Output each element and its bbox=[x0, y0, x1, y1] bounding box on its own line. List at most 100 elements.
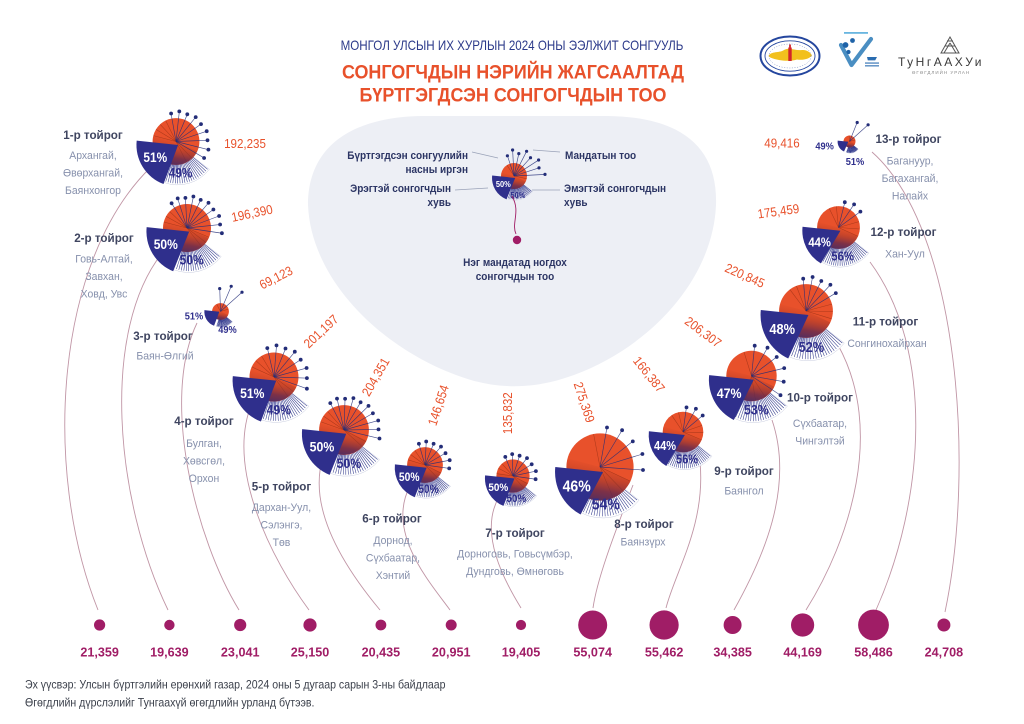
svg-text:20,435: 20,435 bbox=[362, 644, 401, 659]
svg-text:6-р тойрог: 6-р тойрог bbox=[362, 511, 422, 525]
svg-text:Сүхбаатар,: Сүхбаатар, bbox=[793, 418, 847, 430]
svg-text:насны иргэн: насны иргэн bbox=[406, 163, 468, 176]
svg-text:ТуНгААХУи: ТуНгААХУи bbox=[898, 55, 984, 69]
svg-text:55,462: 55,462 bbox=[645, 644, 684, 659]
svg-text:Өгөгдлийн дүрслэлийг Тунгаахүй: Өгөгдлийн дүрслэлийг Тунгаахүй өгөгдлийн… bbox=[25, 697, 314, 710]
svg-text:51%: 51% bbox=[846, 157, 865, 169]
svg-text:Баянзүрх: Баянзүрх bbox=[620, 536, 666, 548]
svg-text:175,459: 175,459 bbox=[757, 201, 801, 221]
svg-text:7-р тойрог: 7-р тойрог bbox=[485, 526, 545, 540]
svg-text:Төв: Төв bbox=[273, 537, 291, 549]
svg-text:51%: 51% bbox=[143, 149, 167, 165]
svg-text:Баянхонгор: Баянхонгор bbox=[65, 185, 121, 197]
svg-text:21,359: 21,359 bbox=[80, 644, 119, 659]
svg-text:50%: 50% bbox=[399, 472, 420, 485]
svg-text:49%: 49% bbox=[218, 325, 237, 337]
svg-text:25,150: 25,150 bbox=[291, 644, 330, 659]
svg-text:50%: 50% bbox=[510, 190, 525, 200]
svg-text:Сэлэнгэ,: Сэлэнгэ, bbox=[261, 519, 303, 531]
svg-text:24,708: 24,708 bbox=[925, 644, 964, 659]
svg-text:50%: 50% bbox=[418, 483, 439, 496]
svg-text:23,041: 23,041 bbox=[221, 644, 260, 659]
svg-text:49%: 49% bbox=[267, 402, 292, 418]
svg-text:Ховд, Увс: Ховд, Увс bbox=[81, 288, 128, 300]
svg-text:Сүхбаатар,: Сүхбаатар, bbox=[366, 552, 420, 564]
svg-text:Нэг мандатад ногдох: Нэг мандатад ногдох bbox=[463, 256, 567, 269]
svg-text:10-р тойрог: 10-р тойрог bbox=[787, 390, 853, 404]
svg-text:46%: 46% bbox=[563, 478, 591, 496]
svg-text:3-р тойрог: 3-р тойрог bbox=[133, 329, 193, 343]
svg-text:55,074: 55,074 bbox=[573, 644, 612, 659]
svg-text:Дундговь, Өмнөговь: Дундговь, Өмнөговь bbox=[466, 566, 564, 578]
svg-text:48%: 48% bbox=[769, 321, 795, 337]
svg-text:сонгогчдын тоо: сонгогчдын тоо bbox=[476, 270, 555, 283]
svg-text:Баян-Өлгий: Баян-Өлгий bbox=[136, 350, 193, 362]
svg-text:СОНГОГЧДЫН НЭРИЙН ЖАГСААЛТАД: СОНГОГЧДЫН НЭРИЙН ЖАГСААЛТАД bbox=[342, 61, 684, 83]
svg-text:44,169: 44,169 bbox=[783, 644, 822, 659]
svg-text:135,832: 135,832 bbox=[500, 392, 515, 434]
svg-text:БҮРТГЭГДСЭН СОНГОГЧДЫН ТОО: БҮРТГЭГДСЭН СОНГОГЧДЫН ТОО bbox=[360, 84, 667, 106]
svg-text:19,405: 19,405 bbox=[502, 644, 541, 659]
svg-text:44%: 44% bbox=[654, 439, 677, 453]
svg-text:34,385: 34,385 bbox=[713, 644, 752, 659]
svg-text:Говь-Алтай,: Говь-Алтай, bbox=[75, 253, 133, 265]
svg-text:2-р тойрог: 2-р тойрог bbox=[74, 231, 134, 245]
svg-text:ӨГӨГДЛИЙН УРЛАН: ӨГӨГДЛИЙН УРЛАН bbox=[912, 68, 970, 75]
svg-text:Дорнод,: Дорнод, bbox=[373, 535, 412, 547]
svg-text:Дорноговь, Говьсүмбэр,: Дорноговь, Говьсүмбэр, bbox=[457, 548, 573, 560]
svg-text:9-р тойрог: 9-р тойрог bbox=[714, 464, 774, 478]
svg-text:хувь: хувь bbox=[564, 196, 588, 209]
svg-text:Өвөрхангай,: Өвөрхангай, bbox=[63, 167, 123, 179]
svg-text:54%: 54% bbox=[592, 496, 620, 514]
svg-text:Эх үүсвэр: Улсын бүртгэлийн ер: Эх үүсвэр: Улсын бүртгэлийн ерөнхий газа… bbox=[25, 679, 446, 692]
svg-text:Хэнтий: Хэнтий bbox=[376, 570, 411, 582]
svg-text:Багахангай,: Багахангай, bbox=[882, 173, 939, 185]
svg-text:19,639: 19,639 bbox=[150, 644, 189, 659]
svg-text:11-р тойрог: 11-р тойрог bbox=[853, 314, 918, 328]
svg-text:4-р тойрог: 4-р тойрог bbox=[174, 414, 234, 428]
svg-text:Бүртгэгдсэн сонгуулийн: Бүртгэгдсэн сонгуулийн bbox=[347, 149, 468, 162]
svg-text:Багануур,: Багануур, bbox=[887, 155, 934, 167]
svg-text:20,951: 20,951 bbox=[432, 644, 471, 659]
svg-text:Орхон: Орхон bbox=[189, 473, 220, 485]
svg-text:Баянгол: Баянгол bbox=[724, 485, 763, 497]
svg-text:49%: 49% bbox=[169, 165, 193, 181]
svg-text:Хөвсгөл,: Хөвсгөл, bbox=[183, 455, 225, 467]
svg-text:Булган,: Булган, bbox=[186, 438, 222, 450]
svg-text:51%: 51% bbox=[185, 311, 204, 323]
svg-text:44%: 44% bbox=[808, 235, 831, 250]
svg-text:50%: 50% bbox=[310, 439, 335, 455]
svg-text:50%: 50% bbox=[496, 180, 511, 190]
svg-text:192,235: 192,235 bbox=[224, 136, 266, 151]
svg-text:50%: 50% bbox=[506, 493, 526, 506]
svg-text:49%: 49% bbox=[815, 141, 834, 153]
svg-text:Эмэгтэй сонгогчдын: Эмэгтэй сонгогчдын bbox=[564, 182, 666, 195]
svg-text:Архангай,: Архангай, bbox=[69, 150, 116, 162]
svg-text:52%: 52% bbox=[798, 339, 824, 355]
svg-text:Хан-Уул: Хан-Уул bbox=[885, 248, 925, 260]
svg-text:Эрэгтэй сонгогчдын: Эрэгтэй сонгогчдын bbox=[350, 182, 451, 195]
svg-text:50%: 50% bbox=[337, 455, 362, 471]
svg-text:хувь: хувь bbox=[427, 196, 451, 209]
svg-text:5-р тойрог: 5-р тойрог bbox=[252, 479, 312, 493]
svg-text:Чингэлтэй: Чингэлтэй bbox=[795, 435, 845, 447]
svg-text:58,486: 58,486 bbox=[854, 644, 893, 659]
svg-text:Завхан,: Завхан, bbox=[85, 271, 122, 283]
svg-text:50%: 50% bbox=[488, 481, 508, 494]
svg-text:56%: 56% bbox=[831, 249, 854, 264]
svg-text:Дархан-Уул,: Дархан-Уул, bbox=[252, 502, 311, 514]
svg-text:МОНГОЛ УЛСЫН ИХ ХУРЛЫН 2024 ОН: МОНГОЛ УЛСЫН ИХ ХУРЛЫН 2024 ОНЫ ЭЭЛЖИТ С… bbox=[341, 38, 684, 53]
svg-text:53%: 53% bbox=[744, 402, 769, 418]
svg-text:49,416: 49,416 bbox=[764, 136, 800, 151]
svg-text:50%: 50% bbox=[180, 252, 205, 268]
svg-text:1-р тойрог: 1-р тойрог bbox=[63, 128, 123, 142]
svg-text:51%: 51% bbox=[240, 385, 265, 401]
svg-text:Налайх: Налайх bbox=[892, 190, 929, 202]
svg-text:13-р тойрог: 13-р тойрог bbox=[876, 132, 942, 146]
svg-text:47%: 47% bbox=[717, 385, 742, 401]
svg-text:Мандатын тоо: Мандатын тоо bbox=[565, 149, 637, 162]
svg-text:12-р тойрог: 12-р тойрог bbox=[871, 225, 937, 239]
svg-text:56%: 56% bbox=[676, 453, 699, 467]
svg-text:Сонгинохайрхан: Сонгинохайрхан bbox=[847, 338, 926, 350]
svg-text:8-р тойрог: 8-р тойрог bbox=[614, 517, 674, 531]
